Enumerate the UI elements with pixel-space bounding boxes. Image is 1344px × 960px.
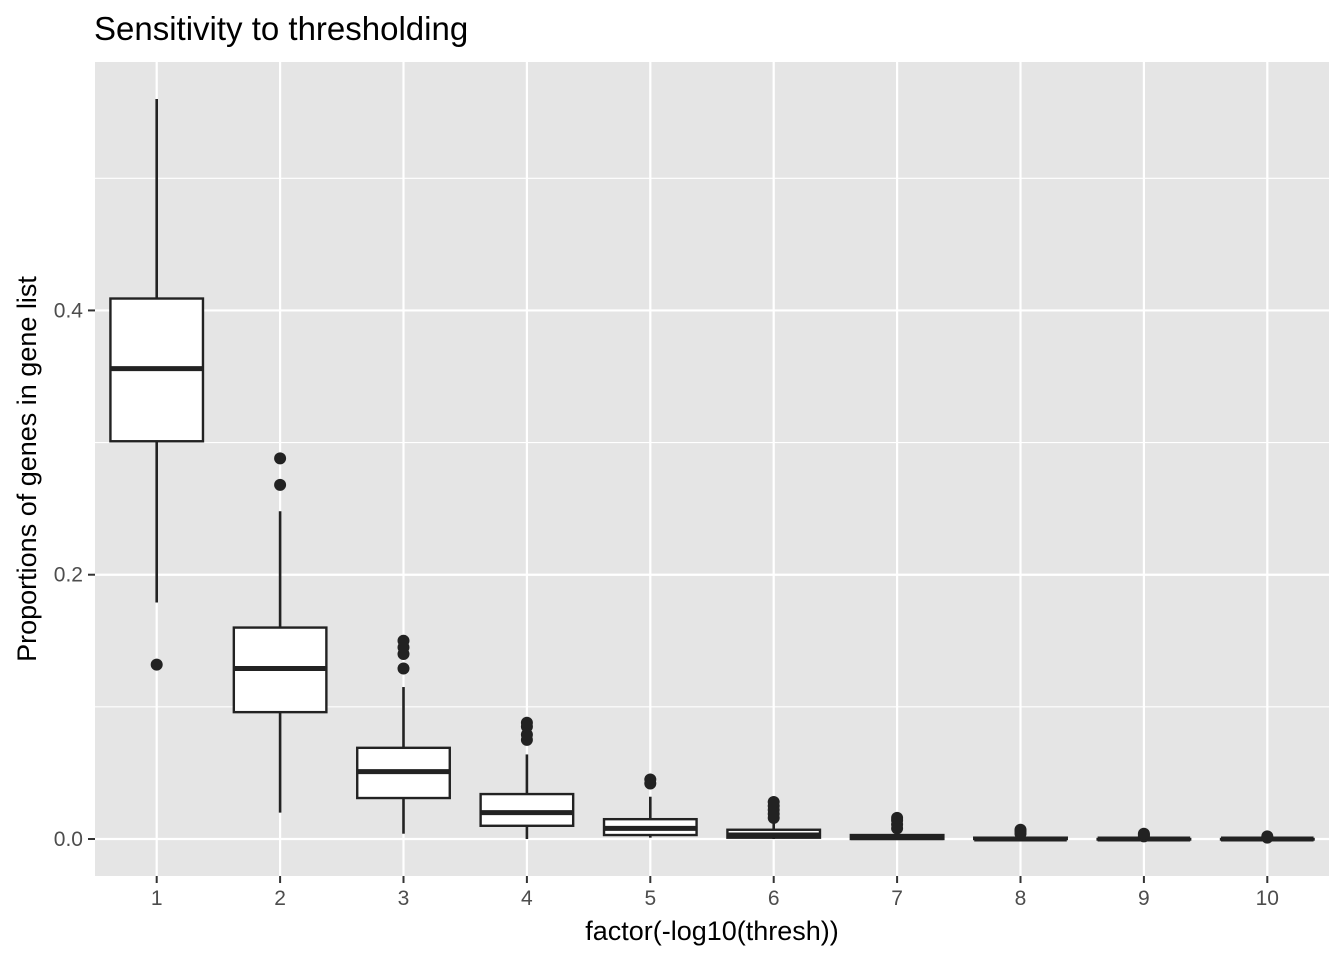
box-category-8 [973,823,1068,842]
x-tick-label: 9 [1138,887,1150,910]
x-axis: 1 2 3 4 5 6 7 8 9 10 [151,876,1279,910]
outlier-point [397,634,410,647]
outlier-point [274,452,287,465]
outlier-point [1261,830,1274,843]
box-category-9 [1096,827,1192,843]
outlier-point [520,716,533,729]
iqr-box [479,792,575,827]
chart-title: Sensitivity to thresholding [94,10,468,47]
y-tick-label: 0.0 [54,828,83,851]
x-tick-label: 5 [644,887,656,910]
x-tick-label: 8 [1015,887,1027,910]
box-category-1 [109,99,205,671]
x-tick-label: 6 [768,887,780,910]
outlier-point [1137,827,1150,840]
outlier-point [644,773,657,786]
boxplot-series [109,99,1315,844]
x-tick-label: 2 [274,887,286,910]
box-category-5 [602,773,698,838]
box-category-10 [1219,830,1315,844]
outlier-point [767,796,780,808]
outlier-point [397,662,410,675]
x-axis-title: factor(-log10(thresh)) [585,916,839,946]
x-tick-label: 10 [1256,887,1279,910]
box-category-2 [232,452,328,813]
x-tick-label: 7 [891,887,903,910]
y-tick-label: 0.2 [54,564,83,587]
outlier-point [150,658,163,671]
y-tick-label: 0.4 [54,299,84,322]
x-tick-label: 1 [151,887,163,910]
plot-panel [95,62,1329,876]
box-category-6 [726,796,822,839]
x-tick-label: 4 [521,887,533,910]
x-tick-label: 3 [398,887,410,910]
y-axis: 0.0 0.2 0.4 [54,299,95,851]
box-category-3 [356,634,451,834]
outlier-point [1014,823,1027,836]
box-category-7 [849,811,945,841]
box-category-4 [479,716,575,839]
y-axis-title: Proportions of genes in gene list [12,276,42,662]
outlier-point [891,811,904,824]
outlier-point [274,478,287,491]
